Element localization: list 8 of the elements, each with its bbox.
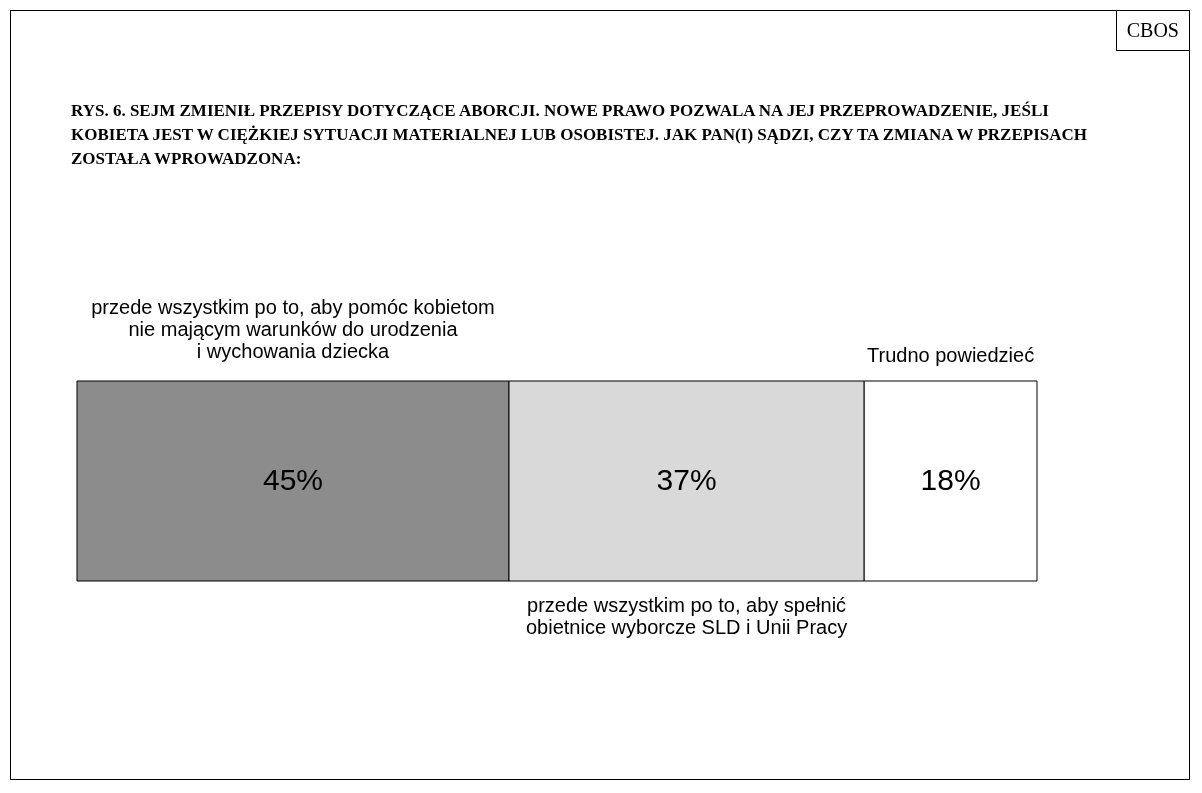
chart-title: RYS. 6. SEJM ZMIENIŁ PRZEPISY DOTYCZĄCE ABORCJI. NOWE PRAWO POZWALA NA JEJ PRZEPROWADZENIE, JEŚLI KOBIETA JEST W CIĘŻKIEJ SYTUACJI MATERIALNEJ LUB OSOBISTEJ. JAK PAN(I) SĄDZI, CZY TA ZMIANA W PRZEPISACH ZOSTAŁA WPROWADZONA: bbox=[71, 100, 1088, 170]
series-label: przede wszystkim po to, aby pomóc kobietom nie mającym warunków do urodzenia i wychowania dziecka bbox=[91, 296, 495, 362]
series-label: Trudno powiedzieć bbox=[867, 344, 1035, 366]
series-label: przede wszystkim po to, aby spełnić obietnice wyborcze SLD i Unii Pracy bbox=[525, 594, 848, 638]
data-label: 37% bbox=[656, 463, 717, 496]
data-label: 18% bbox=[920, 463, 981, 496]
data-label: 45% bbox=[262, 463, 324, 496]
text: CBOS bbox=[1115, 11, 1189, 51]
